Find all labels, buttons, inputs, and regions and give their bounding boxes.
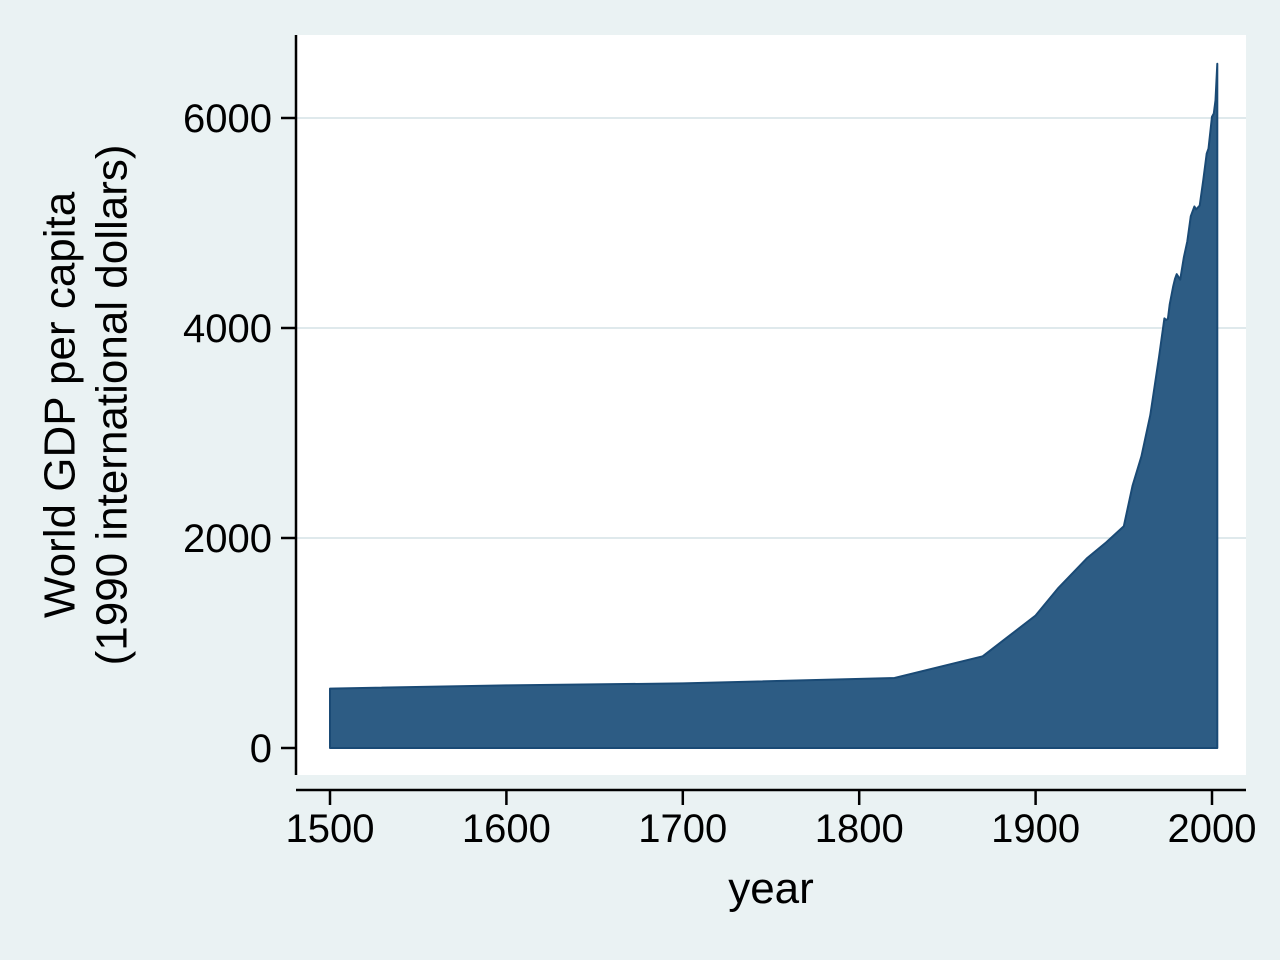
x-tick-label-1500: 1500 (286, 807, 375, 851)
x-tick-label-2000: 2000 (1168, 807, 1257, 851)
x-tick-label-1700: 1700 (638, 807, 727, 851)
y-tick-label-6000: 6000 (183, 97, 272, 141)
y-tick-label-4000: 4000 (183, 307, 272, 351)
x-tick-label-1800: 1800 (815, 807, 904, 851)
area-series-world-gdp (329, 62, 1219, 749)
x-tick-label-1900: 1900 (991, 807, 1080, 851)
x-tick-label-1600: 1600 (462, 807, 551, 851)
y-tick-label-2000: 2000 (183, 517, 272, 561)
x-axis-title: year (728, 864, 814, 913)
y-tick-label-0: 0 (250, 727, 272, 771)
